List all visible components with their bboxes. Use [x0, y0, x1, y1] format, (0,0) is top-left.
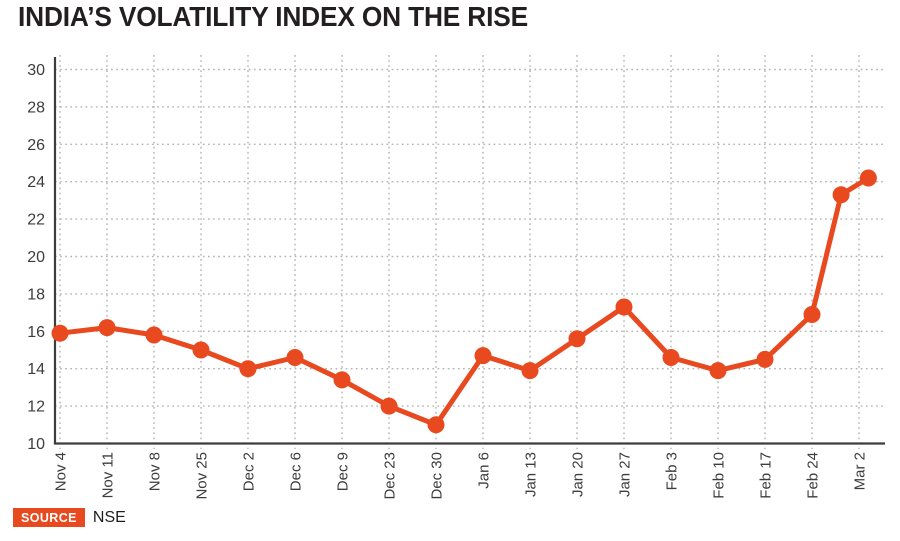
x-tick-label: Feb 3 [664, 452, 681, 490]
x-tick-label: Dec 23 [382, 452, 399, 500]
data-point [98, 319, 116, 337]
x-tick-label: Nov 4 [53, 452, 70, 491]
data-point [756, 350, 774, 368]
data-point [192, 341, 210, 359]
x-tick-label: Nov 25 [194, 452, 211, 500]
y-tick-label: 26 [27, 137, 45, 154]
source-value: NSE [92, 508, 126, 526]
data-point [380, 397, 398, 415]
y-tick-label: 20 [27, 249, 45, 266]
x-tick-label: Dec 2 [241, 452, 258, 491]
data-point [427, 416, 445, 434]
data-point [568, 330, 586, 348]
data-point [662, 349, 680, 366]
x-tick-label: Feb 10 [711, 452, 728, 499]
x-tick-label: Nov 8 [147, 452, 164, 491]
source-badge: SOURCE [13, 508, 85, 527]
y-tick-label: 12 [27, 399, 45, 416]
x-tick-label: Jan 20 [570, 452, 587, 497]
chart-title: INDIA’S VOLATILITY INDEX ON THE RISE [18, 1, 528, 32]
y-tick-label: 24 [27, 174, 45, 191]
y-tick-label: 14 [27, 361, 45, 378]
y-tick-label: 22 [27, 212, 45, 229]
x-tick-label: Dec 6 [288, 452, 305, 491]
data-point [803, 306, 821, 323]
data-point [615, 298, 633, 316]
y-tick-label: 18 [27, 286, 45, 303]
data-point [474, 347, 492, 365]
series-line [57, 175, 871, 428]
x-tick-label: Mar 2 [852, 452, 869, 490]
x-tick-label: Feb 24 [805, 452, 822, 499]
data-point [145, 326, 163, 344]
data-point [859, 169, 877, 187]
x-tick-label: Jan 6 [476, 452, 493, 489]
y-tick-label: 28 [27, 99, 45, 116]
source-row: SOURCE NSE [13, 508, 126, 527]
y-tick-label: 30 [27, 62, 45, 79]
data-point [832, 186, 850, 204]
data-point [51, 324, 69, 342]
x-tick-label: Dec 30 [429, 452, 446, 500]
y-tick-label: 16 [27, 324, 45, 341]
data-point [239, 360, 257, 378]
x-tick-label: Dec 9 [335, 452, 352, 491]
x-tick-label: Nov 11 [100, 452, 117, 498]
x-tick-label: Jan 13 [523, 452, 540, 497]
data-point [286, 349, 304, 366]
data-point [709, 362, 727, 380]
y-tick-label: 10 [27, 436, 45, 453]
data-point [521, 362, 539, 380]
x-tick-label: Jan 27 [617, 452, 634, 497]
x-tick-label: Feb 17 [758, 452, 775, 499]
data-point [333, 371, 351, 389]
